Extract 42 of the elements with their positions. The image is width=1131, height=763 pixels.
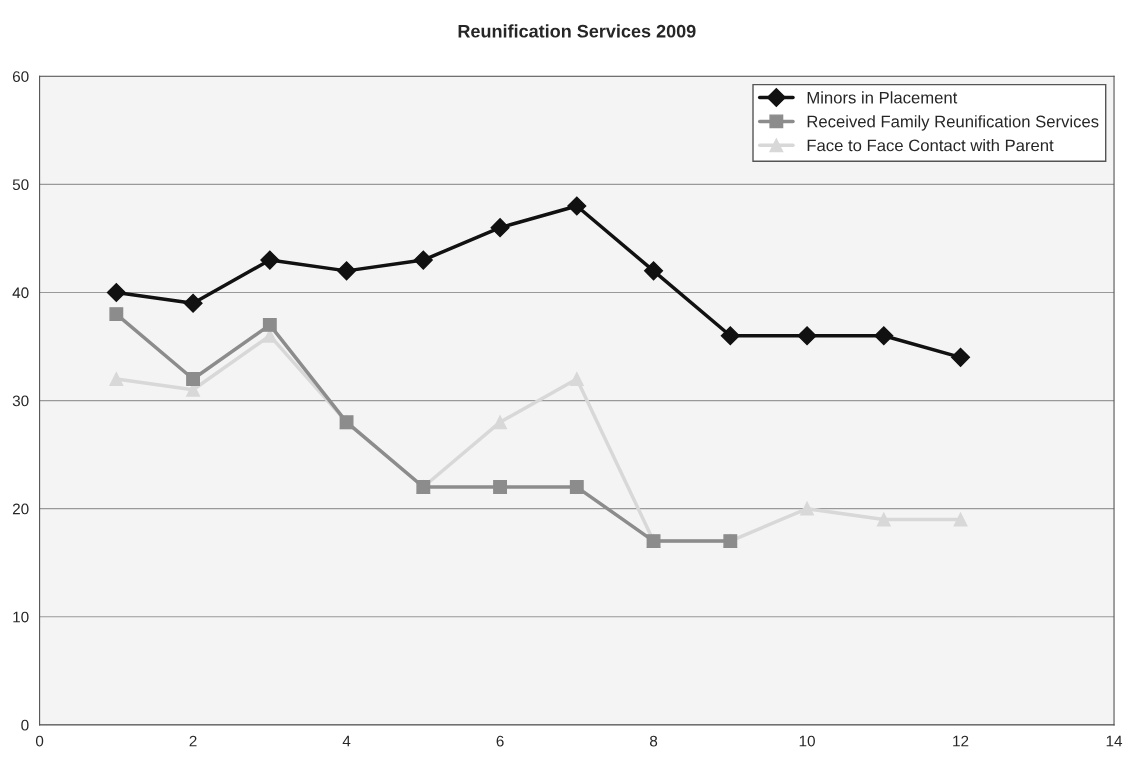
point bbox=[800, 501, 814, 516]
point bbox=[953, 512, 968, 527]
chart-title: Reunification Services 2009 bbox=[458, 24, 696, 38]
y-tick-label: 10 bbox=[13, 611, 29, 623]
point bbox=[569, 372, 584, 386]
y-tick-label: 40 bbox=[12, 287, 29, 299]
x-tick-label: 10 bbox=[799, 735, 815, 747]
y-tick-label: 20 bbox=[12, 503, 29, 515]
point bbox=[876, 512, 891, 527]
point bbox=[797, 326, 817, 346]
point bbox=[186, 372, 201, 386]
point bbox=[260, 250, 280, 270]
point bbox=[413, 250, 433, 270]
point bbox=[874, 326, 894, 346]
point bbox=[337, 261, 357, 281]
x-tick-label: 4 bbox=[342, 735, 351, 747]
y-tick-label: 50 bbox=[12, 179, 29, 191]
point bbox=[493, 480, 508, 494]
x-tick-label: 0 bbox=[35, 735, 44, 747]
point bbox=[569, 480, 584, 494]
point bbox=[109, 372, 124, 386]
y-tick-label: 30 bbox=[12, 395, 29, 407]
x-tick-label: 6 bbox=[496, 735, 504, 747]
point bbox=[720, 326, 740, 346]
point bbox=[262, 317, 277, 332]
legend-label: Minors in Placement bbox=[807, 91, 958, 104]
x-tick-label: 14 bbox=[1106, 735, 1123, 747]
point bbox=[106, 282, 126, 303]
point bbox=[493, 415, 508, 430]
point bbox=[109, 307, 124, 322]
legend-label: Received Family Reunification Services bbox=[807, 115, 1099, 131]
point bbox=[490, 218, 510, 238]
x-tick-label: 2 bbox=[189, 735, 197, 747]
legend-label: Face to Face Contact with Parent bbox=[807, 139, 1054, 152]
point bbox=[183, 293, 203, 313]
point bbox=[951, 347, 971, 367]
x-tick-label: 8 bbox=[649, 735, 658, 747]
point bbox=[644, 261, 664, 281]
point bbox=[567, 196, 587, 216]
y-tick-label: 60 bbox=[12, 71, 29, 82]
y-tick-label: 0 bbox=[21, 719, 29, 731]
x-tick-label: 12 bbox=[953, 735, 969, 747]
